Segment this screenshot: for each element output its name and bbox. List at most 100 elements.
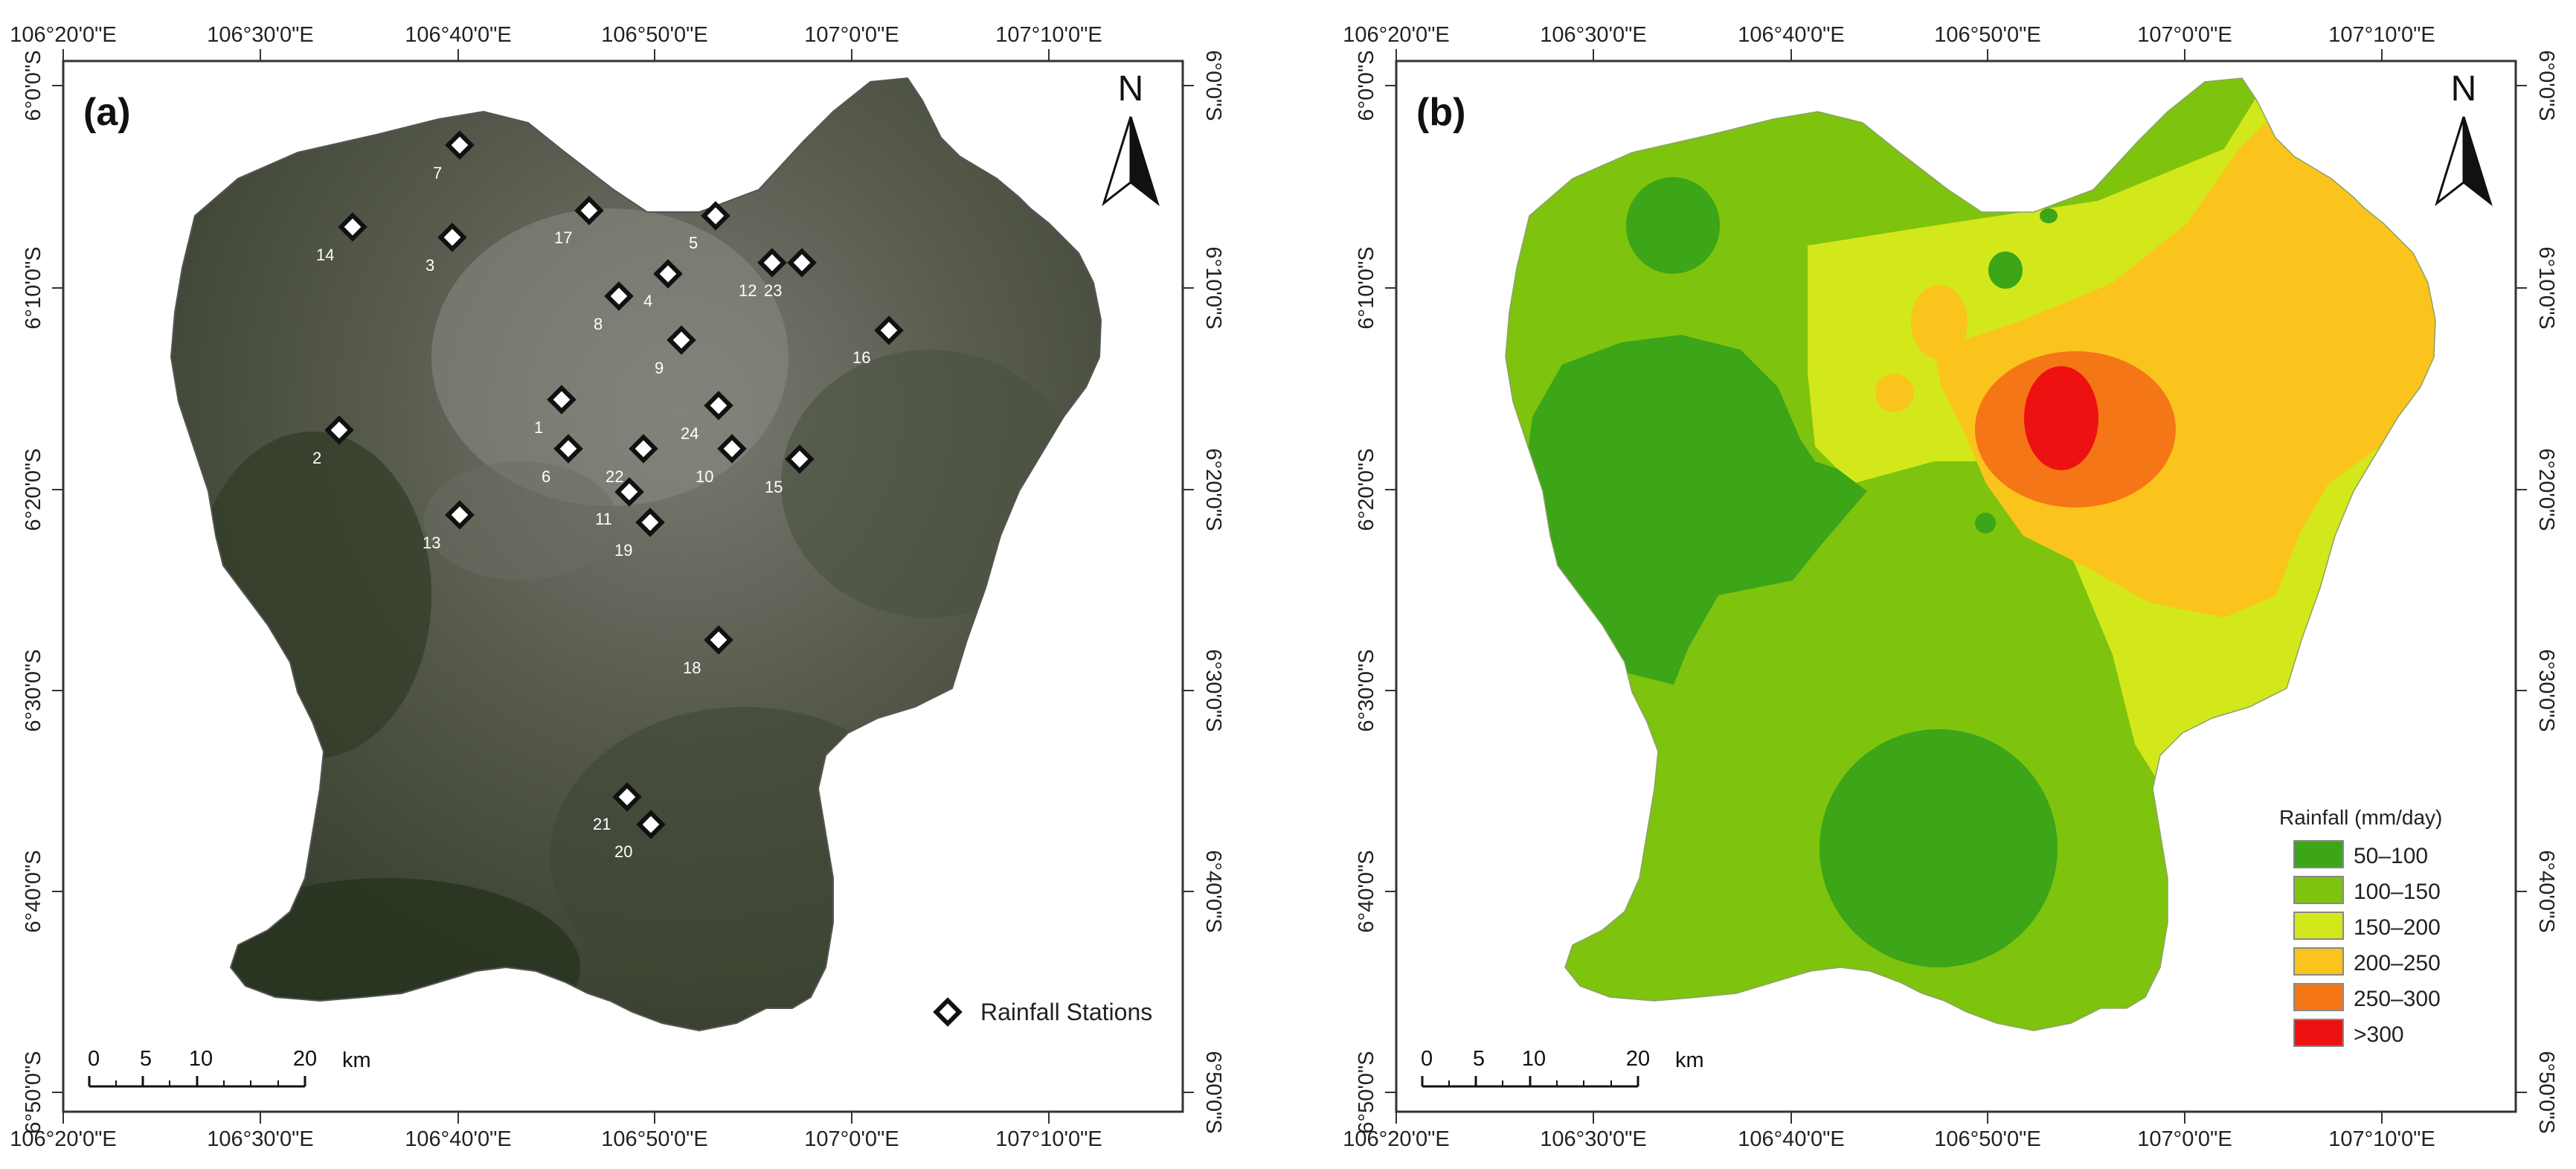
panel-a-ticks [52, 49, 1194, 1124]
legend-item: 50–100 [2293, 840, 2428, 868]
legend-swatch [2293, 912, 2344, 940]
station-marker [547, 385, 576, 414]
lon-label: 106°40'0"E [405, 1127, 512, 1151]
legend-label: 100–150 [2354, 880, 2441, 904]
lon-label: 107°10'0"E [2328, 23, 2435, 47]
panel-label: (b) [1416, 91, 1465, 134]
lon-label: 107°10'0"E [995, 1127, 1102, 1151]
legend-swatch [2293, 947, 2344, 976]
station-marker [653, 259, 683, 289]
north-arrow: N [2435, 69, 2493, 207]
station-label: 24 [681, 424, 698, 443]
station-marker [445, 130, 475, 160]
zone-50-100 [1626, 177, 1720, 274]
legend-item: 100–150 [2293, 876, 2441, 904]
lon-label: 106°30'0"E [207, 23, 314, 47]
station-label: 4 [643, 292, 652, 310]
lat-label: 6°50'0"S [1201, 1051, 1225, 1133]
station-marker [785, 444, 815, 474]
lat-label: 6°50'0"S [1355, 1051, 1378, 1133]
lat-label: 6°0'0"S [1201, 50, 1225, 121]
lat-label: 6°40'0"S [1201, 850, 1225, 932]
lon-label: 107°0'0"E [804, 1127, 899, 1151]
panel-b-ticks [1385, 49, 2527, 1124]
station-label: 23 [764, 281, 782, 300]
lat-label: 6°20'0"S [2534, 448, 2558, 531]
lon-label: 107°10'0"E [995, 23, 1102, 47]
legend-swatch [2293, 983, 2344, 1011]
lat-label: 6°50'0"S [2534, 1051, 2558, 1133]
lat-label: 6°40'0"S [22, 850, 45, 932]
station-label: 12 [739, 281, 757, 300]
station-marker [636, 810, 666, 839]
lat-label: 6°20'0"S [1201, 448, 1225, 531]
rainfall-legend: Rainfall (mm/day) 50–100 100–150 150–200… [2279, 806, 2442, 1047]
lat-label: 6°20'0"S [22, 448, 45, 531]
rainfall-surface [1505, 77, 2436, 1031]
legend-label: 150–200 [2354, 915, 2441, 940]
lat-label: 6°50'0"S [22, 1051, 45, 1133]
station-label: 5 [689, 234, 698, 252]
lon-label: 106°20'0"E [10, 1127, 117, 1151]
lon-label: 106°20'0"E [10, 23, 117, 47]
station-label: 19 [614, 541, 632, 560]
lat-label: 6°30'0"S [1201, 649, 1225, 731]
station-marker [874, 316, 904, 345]
station-marker [629, 434, 658, 464]
lat-label: 6°10'0"S [22, 246, 45, 329]
legend-item: 250–300 [2293, 983, 2441, 1011]
scale-unit: km [1675, 1048, 1704, 1072]
lon-label: 106°40'0"E [1738, 23, 1845, 47]
station-label: 3 [425, 256, 434, 275]
lat-label: 6°10'0"S [1201, 246, 1225, 329]
station-marker [787, 248, 817, 278]
scale-bar: 0 5 10 20 km [1421, 1047, 1704, 1088]
north-arrow-label: N [1118, 69, 1144, 109]
legend-swatch [2293, 840, 2344, 868]
legend-label: Rainfall Stations [980, 999, 1152, 1025]
station-marker [324, 415, 354, 445]
lat-label: 6°30'0"S [2534, 649, 2558, 731]
lat-label: 6°40'0"S [1355, 850, 1378, 932]
scale-tick: 5 [1473, 1047, 1485, 1071]
station-marker [704, 625, 733, 655]
lon-label: 107°0'0"E [804, 23, 899, 47]
lon-label: 106°40'0"E [1738, 1127, 1845, 1151]
legend-swatch [2293, 876, 2344, 904]
lat-label: 6°0'0"S [2534, 50, 2558, 121]
scale-tick: 10 [1522, 1047, 1546, 1071]
legend-label: 250–300 [2354, 987, 2441, 1011]
station-label: 8 [594, 315, 603, 333]
lon-label: 106°30'0"E [1540, 23, 1647, 47]
station-label: 22 [606, 467, 623, 486]
station-label: 17 [554, 228, 572, 247]
north-arrow-label: N [2451, 69, 2477, 109]
lat-label: 6°30'0"S [1355, 649, 1378, 731]
scale-tick: 5 [140, 1047, 152, 1071]
lon-label: 106°50'0"E [1934, 23, 2041, 47]
lon-label: 106°30'0"E [207, 1127, 314, 1151]
north-arrow: N [1102, 69, 1160, 207]
station-marker [701, 201, 730, 231]
station-label: 13 [423, 534, 440, 552]
zone-50-100-south [1819, 729, 2058, 967]
lat-label: 6°10'0"S [2534, 246, 2558, 329]
lon-label: 106°20'0"E [1343, 1127, 1450, 1151]
stations: 1 2 3 4 5 6 7 8 9 10 11 12 13 [312, 130, 904, 861]
legend-label: 50–100 [2354, 844, 2428, 868]
panel-a-map: 1 2 3 4 5 6 7 8 9 10 11 12 13 [10, 23, 1225, 1151]
lon-label: 107°10'0"E [2328, 1127, 2435, 1151]
scale-tick: 20 [293, 1047, 317, 1071]
station-marker [717, 434, 747, 464]
lat-label: 6°40'0"S [2534, 850, 2558, 932]
scale-tick: 10 [189, 1047, 213, 1071]
panel-b-map: 106°20'0"E 106°30'0"E 106°40'0"E 106°50'… [1343, 23, 2558, 1151]
station-label: 11 [595, 510, 612, 528]
station-label: 9 [655, 359, 664, 377]
lat-label: 6°10'0"S [1355, 246, 1378, 329]
lon-label: 106°50'0"E [601, 1127, 708, 1151]
station-marker [574, 196, 604, 225]
station-marker [667, 325, 696, 355]
legend-item: 200–250 [2293, 947, 2441, 976]
